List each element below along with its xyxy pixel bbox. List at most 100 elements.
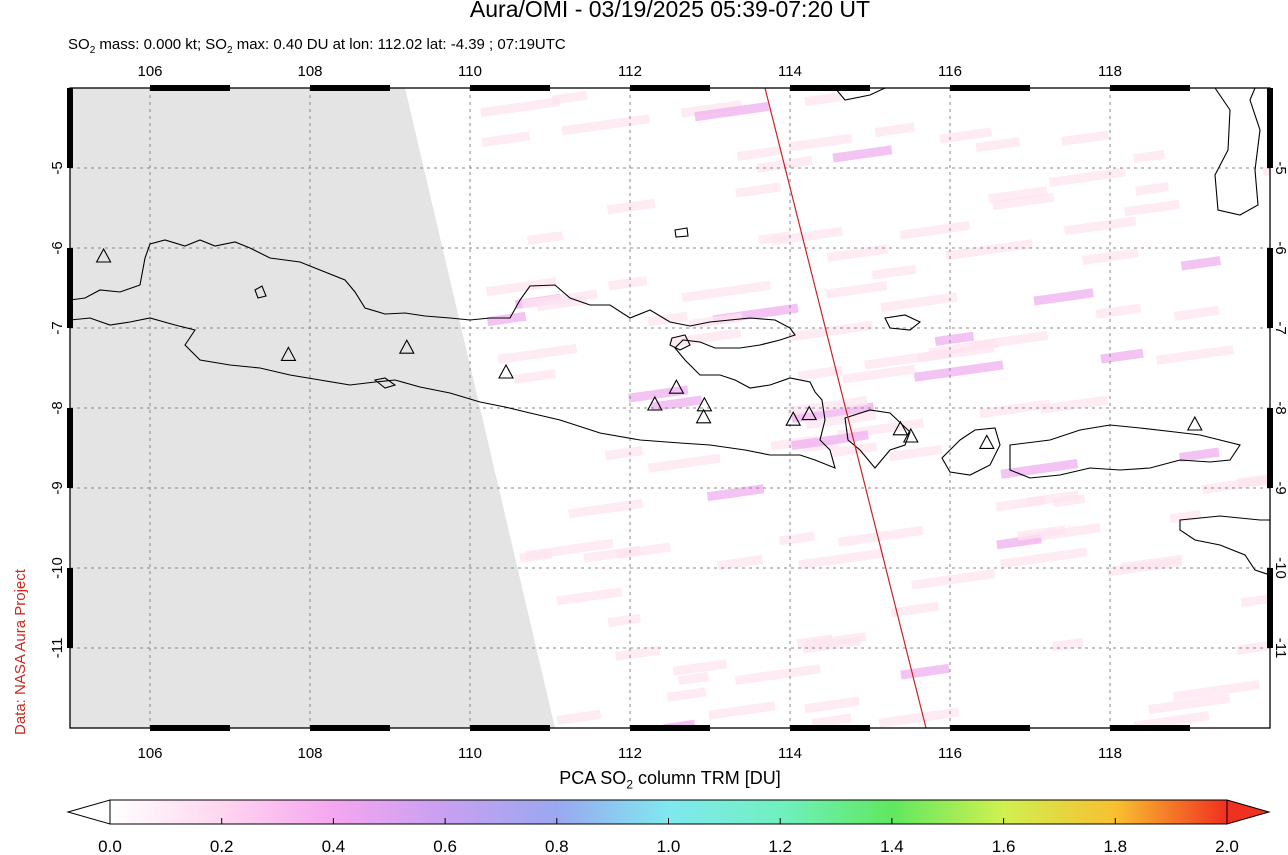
- lat-tick-label-right: -8: [1272, 401, 1288, 414]
- volcano-icon: [801, 405, 818, 421]
- lat-tick-label-right: -9: [1272, 481, 1288, 494]
- volcano-icon: [902, 427, 919, 443]
- so2-streak: [871, 264, 917, 280]
- lon-tick-label: 110: [458, 745, 482, 762]
- lat-tick-label-left: -6: [49, 241, 66, 254]
- frame-tick-left: [67, 88, 73, 168]
- so2-streak: [987, 186, 1048, 204]
- lon-tick-label: 114: [778, 63, 802, 80]
- lon-tick-label: 116: [938, 745, 962, 762]
- axis-tick-labels: 106 106 108 108 110 110 112 112 114 114 116 116 118 1…: [49, 63, 1288, 762]
- so2-mass-prefix: SO: [68, 36, 90, 53]
- so2-streak: [804, 92, 842, 107]
- colorbar-tick-label: 1.6: [992, 837, 1016, 855]
- colorbar-tick-label: 0.0: [98, 837, 122, 855]
- frame-tick-top: [790, 85, 870, 91]
- lat-tick-label-right: -7: [1272, 321, 1288, 334]
- so2-streak: [992, 192, 1055, 211]
- so2-streak: [798, 548, 885, 570]
- so2-streak: [1240, 592, 1270, 608]
- so2-subscript: 2: [226, 45, 233, 56]
- so2-streak: [975, 137, 1021, 153]
- so2-streak: [1017, 525, 1067, 541]
- so2-streak: [778, 531, 815, 546]
- so2-streak: [1049, 167, 1126, 187]
- so2-streak: [841, 364, 916, 384]
- so2-streak: [556, 587, 623, 606]
- coastlines: [70, 88, 1270, 576]
- so2-streak: [485, 277, 557, 297]
- so2-streak: [677, 672, 709, 686]
- so2-streak: [647, 453, 721, 473]
- lat-tick-label-right: -11: [1272, 638, 1288, 659]
- orbit-track-line: [764, 88, 927, 728]
- so2-streak: [1148, 693, 1231, 715]
- lat-tick-label-left: -5: [49, 161, 66, 174]
- lat-tick-label-right: -10: [1272, 557, 1288, 579]
- lat-tick-label-left: -7: [49, 321, 66, 334]
- so2-streak: [717, 554, 764, 571]
- volcano-markers: [95, 247, 1203, 449]
- so2-streak: [650, 395, 703, 412]
- so2-streak: [486, 311, 527, 327]
- so2-streak: [1106, 557, 1182, 577]
- so2-streak: [1100, 348, 1144, 364]
- so2-streak: [607, 613, 641, 628]
- volcano-icon: [646, 395, 663, 411]
- lon-tick-label: 106: [137, 745, 162, 762]
- lat-tick-label-left: -8: [49, 401, 66, 414]
- so2-streak: [1156, 345, 1234, 365]
- map-title: Aura/OMI - 03/19/2025 05:39-07:20 UT: [469, 0, 871, 22]
- frame-tick-right: [1267, 88, 1273, 168]
- frame-tick-bottom: [470, 725, 550, 731]
- so2-streak: [604, 446, 643, 461]
- so2-streak: [791, 430, 869, 451]
- so2-streak: [647, 311, 688, 327]
- so2-streak: [735, 182, 782, 198]
- map-plot-area: [70, 88, 1270, 728]
- so2-streak: [561, 114, 651, 136]
- frame-tick-left: [67, 248, 73, 328]
- frame-tick-top: [1110, 85, 1190, 91]
- so2-streak: [615, 645, 661, 661]
- so2-streak: [1237, 471, 1270, 488]
- so2-streak: [734, 664, 821, 686]
- lon-tick-label: 108: [297, 63, 322, 80]
- volcano-icon: [785, 411, 802, 426]
- volcano-icon: [498, 363, 514, 379]
- so2-streak: [1135, 182, 1170, 196]
- so2-streak: [513, 369, 557, 384]
- so2-streak: [672, 659, 728, 676]
- so2-streak: [864, 348, 949, 370]
- so2-streak: [945, 239, 1033, 261]
- frame-tick-bottom: [150, 725, 230, 731]
- frame-tick-bottom: [310, 725, 390, 731]
- colorbar-over-arrow: [1226, 799, 1271, 825]
- lon-tick-label: 114: [778, 745, 802, 762]
- so2-retrieval-streaks: [480, 90, 1270, 728]
- so2-streak: [666, 687, 707, 702]
- lat-tick-label-left: -9: [49, 481, 66, 494]
- frame-tick-top: [150, 85, 230, 91]
- frame-ticks: [67, 85, 1273, 731]
- so2-streak: [806, 632, 867, 650]
- so2-streak: [1095, 303, 1142, 319]
- so2-streak: [568, 498, 644, 519]
- frame-tick-right: [1267, 248, 1273, 328]
- so2-streak: [838, 525, 924, 547]
- lon-tick-label: 112: [618, 745, 642, 762]
- so2-streak: [874, 122, 915, 138]
- frame-tick-top: [950, 85, 1030, 91]
- so2-streak: [708, 701, 776, 720]
- so2-streak: [551, 90, 588, 105]
- frame-tick-right: [1267, 568, 1273, 648]
- so2-streak: [1180, 256, 1221, 271]
- map-subtitle: SO2 mass: 0.000 kt; SO2 max: 0.40 DU at …: [68, 36, 566, 56]
- so2-streak: [890, 601, 940, 618]
- colorbar-tick-label: 0.6: [433, 837, 457, 855]
- so2-streak: [913, 360, 1004, 382]
- lon-tick-label: 112: [618, 63, 642, 80]
- colorbar-tick-label: 0.8: [545, 837, 569, 855]
- so2-streak: [831, 442, 878, 458]
- frame-tick-bottom: [950, 725, 1030, 731]
